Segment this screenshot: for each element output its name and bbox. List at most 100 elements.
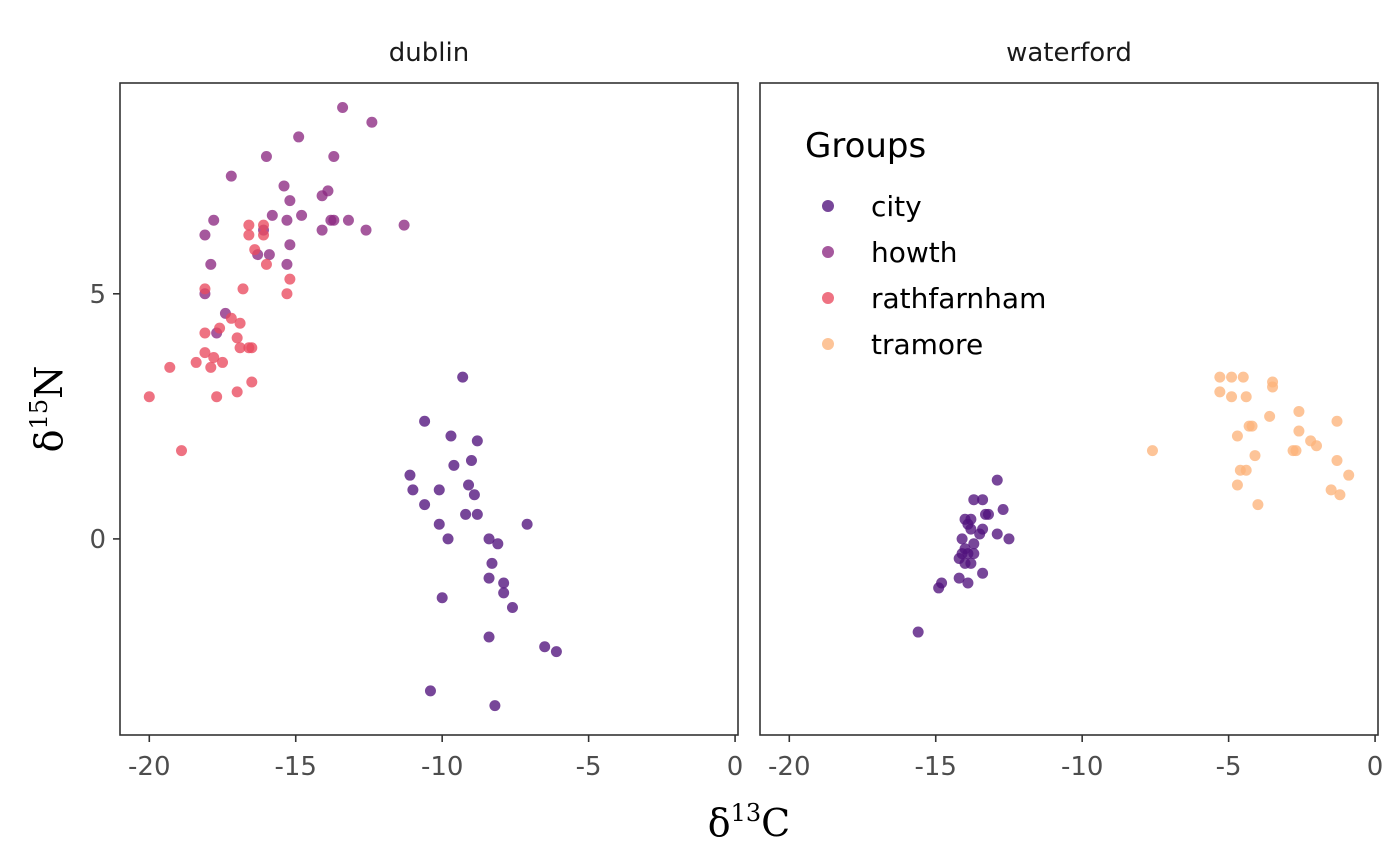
- data-point: [433, 518, 445, 530]
- data-point: [1214, 371, 1226, 383]
- data-point: [246, 342, 258, 354]
- data-point: [460, 508, 472, 520]
- data-point: [1240, 391, 1252, 403]
- data-point: [1290, 445, 1302, 457]
- series-rathfarnham: [143, 219, 296, 457]
- data-point: [337, 102, 349, 114]
- data-point: [468, 489, 480, 501]
- data-point: [465, 454, 477, 466]
- data-point: [225, 312, 237, 324]
- data-point: [419, 499, 431, 511]
- data-point: [1231, 479, 1243, 491]
- x-tick-label: -5: [1216, 752, 1242, 782]
- legend-label: city: [871, 190, 922, 223]
- data-point: [234, 317, 246, 329]
- data-point: [956, 533, 968, 545]
- data-point: [284, 195, 296, 207]
- x-axis-title: δ13C: [708, 799, 791, 845]
- data-point: [1293, 405, 1305, 417]
- y-axis-title: δ15N: [25, 366, 71, 453]
- data-point: [398, 219, 410, 231]
- legend-entry-howth: howth: [822, 236, 958, 269]
- data-point: [1237, 371, 1249, 383]
- data-point: [977, 567, 989, 579]
- legend: Groups city howth rathfarnham tramore: [805, 126, 1046, 361]
- data-point: [205, 361, 217, 373]
- data-point: [498, 587, 510, 599]
- data-point: [281, 258, 293, 270]
- series-howth: [199, 102, 410, 339]
- data-point: [965, 523, 977, 535]
- data-point: [539, 641, 551, 653]
- legend-entry-rathfarnham: rathfarnham: [822, 282, 1046, 315]
- data-point: [982, 508, 994, 520]
- data-point: [243, 229, 255, 241]
- panel-title: dublin: [389, 38, 469, 68]
- data-point: [199, 283, 211, 295]
- data-point: [284, 239, 296, 251]
- series-city: [912, 474, 1015, 638]
- data-point: [1267, 381, 1279, 393]
- data-point: [199, 347, 211, 359]
- panel-waterford: waterford -20 -15 -10 -5 0: [759, 38, 1383, 782]
- legend-title: Groups: [805, 126, 926, 166]
- data-point: [419, 415, 431, 427]
- y-axis-title-symbol: δ: [27, 429, 71, 452]
- data-point: [360, 224, 372, 236]
- data-point: [436, 592, 448, 604]
- data-point: [258, 229, 270, 241]
- data-point: [293, 131, 305, 143]
- data-point: [284, 273, 296, 285]
- x-axis-title-superscript: 13: [731, 799, 762, 827]
- data-point: [968, 538, 980, 550]
- data-point: [483, 631, 495, 643]
- data-point: [448, 459, 460, 471]
- data-point: [296, 209, 308, 221]
- data-point: [225, 170, 237, 182]
- data-point: [498, 577, 510, 589]
- data-point: [471, 435, 483, 447]
- data-point: [199, 229, 211, 241]
- data-point: [424, 685, 436, 697]
- x-tick-label: -15: [915, 752, 957, 782]
- data-point: [234, 342, 246, 354]
- data-point: [991, 474, 1003, 486]
- y-tick-label: 5: [89, 280, 106, 310]
- data-point: [404, 469, 416, 481]
- data-point: [1331, 454, 1343, 466]
- data-point: [249, 244, 261, 256]
- legend-key: [822, 338, 834, 350]
- legend-label: tramore: [871, 328, 983, 361]
- data-point: [968, 494, 980, 506]
- data-point: [463, 479, 475, 491]
- panel-border: [759, 82, 1379, 736]
- data-point: [208, 352, 220, 364]
- data-point: [965, 557, 977, 569]
- legend-entry-tramore: tramore: [822, 328, 983, 361]
- data-point: [483, 533, 495, 545]
- data-point: [968, 548, 980, 560]
- data-point: [1214, 386, 1226, 398]
- data-point: [974, 528, 986, 540]
- data-point: [214, 322, 226, 334]
- data-point: [550, 646, 562, 658]
- data-point: [991, 528, 1003, 540]
- data-point: [246, 376, 258, 388]
- x-tick-label: -20: [128, 752, 170, 782]
- data-point: [1293, 425, 1305, 437]
- data-point: [521, 518, 533, 530]
- data-point: [933, 582, 945, 594]
- data-point: [231, 386, 243, 398]
- data-point: [1252, 499, 1264, 511]
- data-point: [1231, 430, 1243, 442]
- series-city: [404, 371, 562, 712]
- data-point: [243, 219, 255, 231]
- y-axis-title-suffix: N: [27, 366, 71, 399]
- legend-key: [822, 200, 834, 212]
- data-point: [266, 209, 278, 221]
- data-point: [278, 180, 290, 192]
- data-point: [1146, 445, 1158, 457]
- data-point: [1249, 450, 1261, 462]
- data-point: [231, 332, 243, 344]
